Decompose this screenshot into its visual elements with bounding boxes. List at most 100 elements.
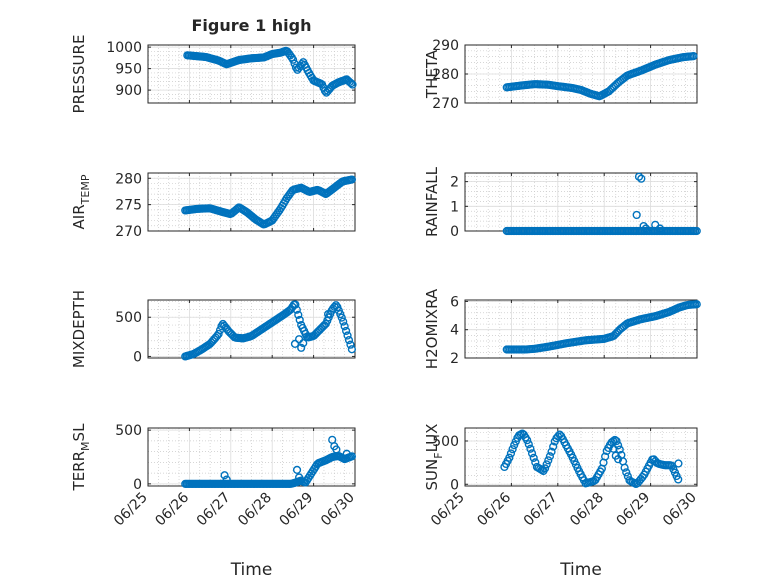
data-point	[622, 468, 631, 477]
data-point	[620, 463, 629, 472]
y-axis-label: SUNFLUX	[423, 424, 445, 491]
data-point	[214, 329, 223, 339]
data-point	[639, 221, 648, 231]
data-point	[220, 471, 229, 480]
data-point	[292, 305, 301, 314]
axes-box	[464, 427, 698, 487]
y-axis-label: PRESSURE	[70, 35, 88, 114]
y-tick-label: 2	[450, 351, 459, 367]
data-point	[544, 456, 553, 465]
y-axis-label: MIXDEPTH	[70, 290, 88, 368]
data-point	[332, 445, 341, 454]
data-point	[290, 339, 300, 348]
x-tick-label: 06/26	[152, 489, 192, 529]
plot-area	[148, 173, 355, 231]
data-point	[689, 52, 698, 61]
y-tick-label: 0	[133, 349, 142, 365]
y-tick-label: 4	[450, 323, 459, 339]
y-tick-label: 1000	[106, 40, 142, 56]
y-tick-label: 1	[450, 199, 459, 215]
y-tick-label: 270	[432, 96, 459, 112]
x-tick-label: 06/29	[277, 490, 317, 530]
x-axis-label: Time	[230, 560, 273, 580]
data-point	[526, 444, 535, 453]
data-point	[342, 449, 351, 458]
data-series	[181, 175, 356, 229]
subplot-pressure: 900 950 1000 PRESSURE Figure 1 high	[70, 16, 357, 114]
x-tick-label: 06/28	[235, 490, 275, 530]
data-point	[547, 447, 556, 456]
subplot-h2omixra: 2 4 6 H2OMIXRA	[423, 288, 701, 369]
x-tick-label: 06/29	[614, 490, 654, 530]
subplot-air-temp: 270 275 280 AIRTEMP	[70, 171, 356, 240]
subplot-mixdepth: 0 500 MIXDEPTH	[70, 290, 356, 368]
data-point	[341, 326, 351, 336]
axes-box	[147, 172, 356, 232]
y-axis-label: THETA	[423, 49, 441, 99]
data-point	[348, 80, 357, 89]
data-point	[674, 475, 683, 484]
y-tick-label: 0	[450, 477, 459, 493]
data-point	[692, 226, 701, 236]
y-axis-label: RAINFALL	[423, 166, 441, 237]
data-series	[502, 172, 701, 236]
data-point	[506, 449, 516, 458]
data-point	[692, 300, 701, 309]
data-point	[545, 452, 555, 461]
y-tick-label: 950	[115, 62, 142, 78]
data-series	[502, 52, 698, 101]
x-tick-label: 06/28	[567, 490, 607, 530]
data-point	[540, 464, 550, 473]
data-point	[294, 310, 303, 319]
y-tick-label: 280	[432, 67, 459, 83]
data-point	[337, 313, 346, 322]
data-point	[549, 442, 558, 451]
x-tick-label: 06/30	[318, 490, 358, 530]
data-point	[344, 336, 354, 345]
data-series	[183, 46, 357, 97]
data-point	[655, 224, 664, 233]
subplot-rainfall: 0 1 2 RAINFALL	[423, 166, 701, 240]
data-point	[297, 343, 306, 352]
data-point	[609, 444, 618, 453]
x-tick-label: 06/25	[428, 490, 468, 530]
data-point	[601, 452, 610, 461]
data-point	[320, 86, 330, 95]
y-tick-label: 500	[115, 310, 142, 326]
y-tick-label: 900	[115, 83, 142, 99]
data-point	[222, 475, 231, 484]
data-point	[346, 79, 356, 88]
data-point	[505, 453, 514, 462]
data-point	[632, 210, 641, 220]
y-axis-label: H2OMIXRA	[423, 288, 441, 369]
data-point	[508, 445, 517, 454]
y-tick-label: 500	[432, 434, 459, 450]
data-point	[339, 317, 348, 326]
subplot-terr-msl: 0 500 06/25 06/26 06/27 06/28 06/29 06/30 TERRMS…	[70, 423, 358, 580]
data-point	[323, 310, 333, 319]
axes-box	[147, 44, 356, 104]
y-tick-label: 2	[450, 175, 459, 191]
y-tick-label: 500	[115, 423, 142, 439]
data-point	[295, 315, 304, 325]
data-point	[529, 453, 538, 462]
data-point	[289, 55, 298, 64]
x-tick-label: 06/27	[194, 490, 234, 530]
data-series	[181, 300, 356, 361]
subplot-sun-flux: 0 500 06/25 06/26 06/27 06/28 06/29 06/30 SUNFLU…	[423, 424, 700, 580]
data-point	[343, 331, 352, 340]
data-series	[181, 435, 356, 488]
y-tick-label: 0	[450, 224, 459, 240]
data-point	[641, 224, 651, 233]
y-axis-label: TERRMSL	[70, 423, 92, 492]
data-point	[340, 322, 349, 331]
y-tick-label: 275	[115, 198, 142, 214]
data-point	[292, 465, 302, 474]
x-tick-label: 06/27	[521, 490, 561, 530]
y-tick-label: 280	[115, 171, 142, 187]
y-tick-label: 270	[115, 224, 142, 240]
data-point	[346, 340, 355, 349]
x-tick-label: 06/25	[111, 490, 151, 530]
